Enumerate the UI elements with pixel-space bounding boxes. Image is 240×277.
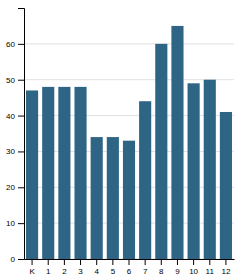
- tick-mark: [18, 151, 24, 152]
- x-tick: 6: [127, 259, 132, 276]
- tick-label: 11: [206, 267, 215, 276]
- tick-mark: [18, 116, 24, 117]
- tick-mark: [96, 259, 97, 265]
- y-tick: 50: [6, 76, 24, 85]
- tick-label: 4: [94, 267, 99, 276]
- y-axis: 0 10 20 30 40 50 60: [6, 9, 24, 265]
- x-tick: 12: [221, 259, 230, 276]
- tick-mark: [32, 259, 33, 265]
- bar: [139, 101, 151, 259]
- grid: [24, 44, 234, 259]
- tick-mark: [48, 259, 49, 265]
- bar: [42, 87, 54, 259]
- y-tick: 20: [6, 183, 24, 192]
- tick-label: 60: [6, 40, 15, 49]
- x-tick: 4: [94, 259, 99, 276]
- tick-label: 10: [189, 267, 198, 276]
- tick-mark: [18, 80, 24, 81]
- chart-container: K1234567891011120102030405060: [0, 0, 240, 277]
- x-tick: K: [29, 259, 35, 276]
- tick-label: 40: [6, 112, 15, 121]
- tick-label: 30: [6, 147, 15, 156]
- x-tick: 7: [143, 259, 148, 276]
- bar: [188, 83, 200, 259]
- x-tick: 5: [111, 259, 116, 276]
- y-tick: 10: [6, 219, 24, 228]
- x-tick: 10: [189, 259, 198, 276]
- tick-mark: [145, 259, 146, 265]
- tick-label: 8: [159, 267, 164, 276]
- tick-label: 20: [6, 183, 15, 192]
- x-tick: 11: [206, 259, 215, 276]
- x-tick: 8: [159, 259, 164, 276]
- tick-label: 9: [175, 267, 180, 276]
- tick-mark: [129, 259, 130, 265]
- grid-line: [24, 43, 234, 44]
- bar: [58, 87, 70, 259]
- tick-mark: [161, 259, 162, 265]
- x-tick: 9: [175, 259, 180, 276]
- grid-line: [24, 115, 234, 116]
- tick-mark: [112, 259, 113, 265]
- tick-mark: [177, 259, 178, 265]
- tick-mark: [18, 44, 24, 45]
- tick-label: 0: [11, 255, 16, 264]
- bar: [171, 26, 183, 259]
- bar: [220, 112, 232, 259]
- x-tick: 1: [46, 259, 51, 276]
- y-tick: 0: [11, 255, 24, 264]
- tick-mark: [209, 259, 210, 265]
- y-tick: 30: [6, 147, 24, 156]
- tick-mark: [18, 187, 24, 188]
- tick-mark: [18, 259, 24, 260]
- chart: K1234567891011120102030405060: [0, 0, 240, 277]
- tick-label: 5: [111, 267, 116, 276]
- x-tick: 3: [78, 259, 83, 276]
- tick-label: 1: [46, 267, 51, 276]
- bar: [74, 87, 86, 259]
- tick-label: 6: [127, 267, 132, 276]
- tick-label: 10: [6, 219, 15, 228]
- x-axis: K123456789101112: [25, 259, 235, 276]
- bar: [155, 44, 167, 259]
- bar: [123, 141, 135, 259]
- tick-label: 3: [78, 267, 83, 276]
- tick-label: 7: [143, 267, 148, 276]
- tick-mark: [193, 259, 194, 265]
- bar: [107, 137, 119, 259]
- tick-mark: [225, 259, 226, 265]
- x-tick: 2: [62, 259, 67, 276]
- bar: [204, 80, 216, 259]
- tick-label: K: [29, 267, 35, 276]
- bar: [91, 137, 103, 259]
- grid-line: [24, 79, 234, 80]
- y-tick: 40: [6, 112, 24, 121]
- tick-mark: [64, 259, 65, 265]
- tick-label: 50: [6, 76, 15, 85]
- tick-label: 2: [62, 267, 67, 276]
- tick-label: 12: [221, 267, 230, 276]
- tick-mark: [80, 259, 81, 265]
- y-tick: 60: [6, 40, 24, 49]
- tick-mark: [18, 223, 24, 224]
- bar: [26, 90, 38, 259]
- axis-line: [18, 9, 25, 260]
- plot-area: [26, 26, 232, 259]
